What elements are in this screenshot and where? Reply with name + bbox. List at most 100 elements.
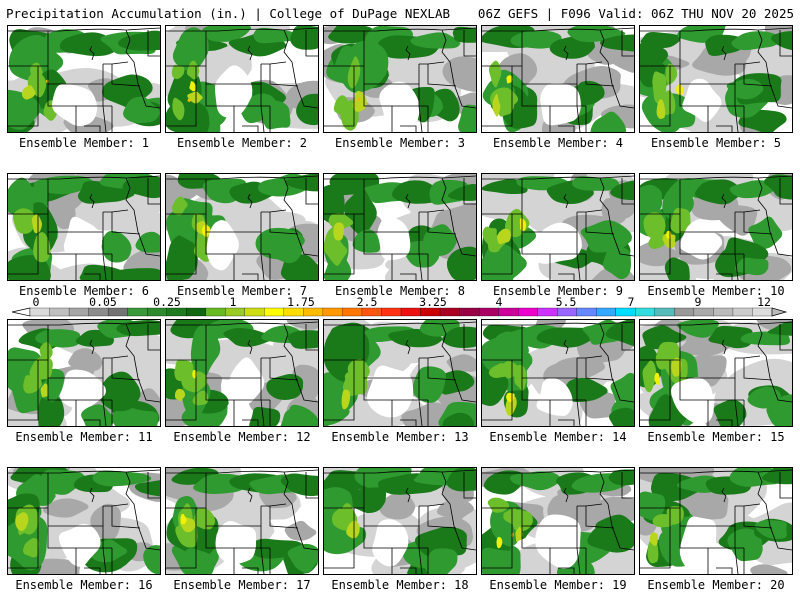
- colorbar-tick-label: 3.25: [419, 296, 447, 309]
- member-label-16: Ensemble Member: 16: [15, 578, 153, 592]
- colorbar-swatch: [68, 307, 90, 317]
- colorbar-tick-label: 5.5: [556, 296, 577, 309]
- colorbar-swatch: [29, 307, 50, 317]
- precip-map-member-19: [481, 467, 635, 575]
- precip-map-field: [166, 468, 318, 574]
- precip-map-member-6: [7, 173, 161, 281]
- colorbar-swatch: [147, 307, 168, 317]
- state-boundaries: [640, 175, 792, 280]
- product-title: Precipitation Accumulation (in.) | Colle…: [6, 6, 451, 21]
- precip-map-field: [166, 26, 318, 132]
- colorbar-swatch: [186, 307, 207, 317]
- colorbar-swatch: [615, 307, 636, 317]
- precip-map-field: [166, 320, 318, 426]
- colorbar-swatch: [576, 307, 597, 317]
- precip-map-member-17: [165, 467, 319, 575]
- colorbar-swatch: [342, 307, 363, 317]
- colorbar-tick-label: 0: [33, 296, 40, 309]
- colorbar-swatch: [654, 307, 675, 317]
- state-boundaries: [8, 27, 160, 132]
- precip-map-field: [166, 174, 318, 280]
- colorbar-max-arrow: [771, 307, 788, 317]
- precip-map-field: [8, 26, 160, 132]
- colorbar-tick-label: 9: [695, 296, 702, 309]
- precip-map-member-13: [323, 319, 477, 427]
- colorbar-swatch: [459, 307, 480, 317]
- state-boundaries: [640, 27, 792, 132]
- colorbar-swatch: [322, 307, 343, 317]
- precip-map-member-14: [481, 319, 635, 427]
- precip-map-field: [324, 174, 476, 280]
- colorbar-swatch: [166, 307, 187, 317]
- colorbar-swatch: [107, 307, 129, 317]
- precip-map-member-20: [639, 467, 793, 575]
- precip-map-member-7: [165, 173, 319, 281]
- member-label-19: Ensemble Member: 19: [489, 578, 627, 592]
- colorbar-swatch: [713, 307, 734, 317]
- precip-map-member-1: [7, 25, 161, 133]
- member-label-14: Ensemble Member: 14: [489, 430, 627, 444]
- precip-map-field: [640, 174, 792, 280]
- precip-map-field: [482, 26, 634, 132]
- precip-map-field: [8, 320, 160, 426]
- member-label-8: Ensemble Member: 8: [334, 284, 466, 298]
- state-boundaries: [166, 175, 318, 280]
- precip-map-member-15: [639, 319, 793, 427]
- colorbar-swatch: [49, 307, 70, 317]
- colorbar-tick-label: 2.5: [357, 296, 378, 309]
- member-label-18: Ensemble Member: 18: [331, 578, 469, 592]
- member-label-2: Ensemble Member: 2: [176, 136, 308, 150]
- precip-map-member-12: [165, 319, 319, 427]
- precip-map-member-10: [639, 173, 793, 281]
- colorbar-swatch: [518, 307, 539, 317]
- member-label-4: Ensemble Member: 4: [492, 136, 624, 150]
- precip-map-member-5: [639, 25, 793, 133]
- state-boundaries: [324, 469, 476, 574]
- precip-map-field: [640, 468, 792, 574]
- member-label-6: Ensemble Member: 6: [18, 284, 150, 298]
- colorbar-tick-label: 7: [628, 296, 635, 309]
- colorbar-swatch: [693, 307, 714, 317]
- member-label-17: Ensemble Member: 17: [173, 578, 311, 592]
- state-boundaries: [324, 175, 476, 280]
- precip-map-member-16: [7, 467, 161, 575]
- member-label-1: Ensemble Member: 1: [18, 136, 150, 150]
- colorbar-tick-label: 12: [757, 296, 771, 309]
- member-label-13: Ensemble Member: 13: [331, 430, 469, 444]
- colorbar-swatch: [264, 307, 285, 317]
- colorbar-tick-label: 0.05: [89, 296, 117, 309]
- state-boundaries: [8, 469, 160, 574]
- precip-map-member-8: [323, 173, 477, 281]
- colorbar-swatch: [283, 307, 304, 317]
- colorbar-swatch: [420, 307, 441, 317]
- colorbar-swatch: [381, 307, 402, 317]
- colorbar-swatch: [439, 307, 461, 317]
- state-boundaries: [166, 469, 318, 574]
- precip-map-member-2: [165, 25, 319, 133]
- state-boundaries: [482, 321, 634, 426]
- state-boundaries: [324, 27, 476, 132]
- state-boundaries: [640, 321, 792, 426]
- colorbar-swatch: [205, 307, 226, 317]
- member-label-12: Ensemble Member: 12: [173, 430, 311, 444]
- colorbar-tick-label: 0.25: [153, 296, 181, 309]
- precip-map-member-11: [7, 319, 161, 427]
- colorbar-swatch: [88, 307, 109, 317]
- member-label-3: Ensemble Member: 3: [334, 136, 466, 150]
- colorbar-swatch: [303, 307, 324, 317]
- member-label-11: Ensemble Member: 11: [15, 430, 153, 444]
- state-boundaries: [640, 469, 792, 574]
- colorbar-tick-label: 1.75: [287, 296, 315, 309]
- state-boundaries: [482, 469, 634, 574]
- state-boundaries: [482, 27, 634, 132]
- colorbar-swatch: [674, 307, 695, 317]
- precip-map-field: [482, 320, 634, 426]
- state-boundaries: [482, 175, 634, 280]
- colorbar-swatch: [557, 307, 578, 317]
- colorbar-swatch: [635, 307, 656, 317]
- precip-map-member-9: [481, 173, 635, 281]
- precip-map-field: [640, 26, 792, 132]
- colorbar-min-arrow: [11, 307, 31, 317]
- precip-map-field: [8, 174, 160, 280]
- precip-map-member-4: [481, 25, 635, 133]
